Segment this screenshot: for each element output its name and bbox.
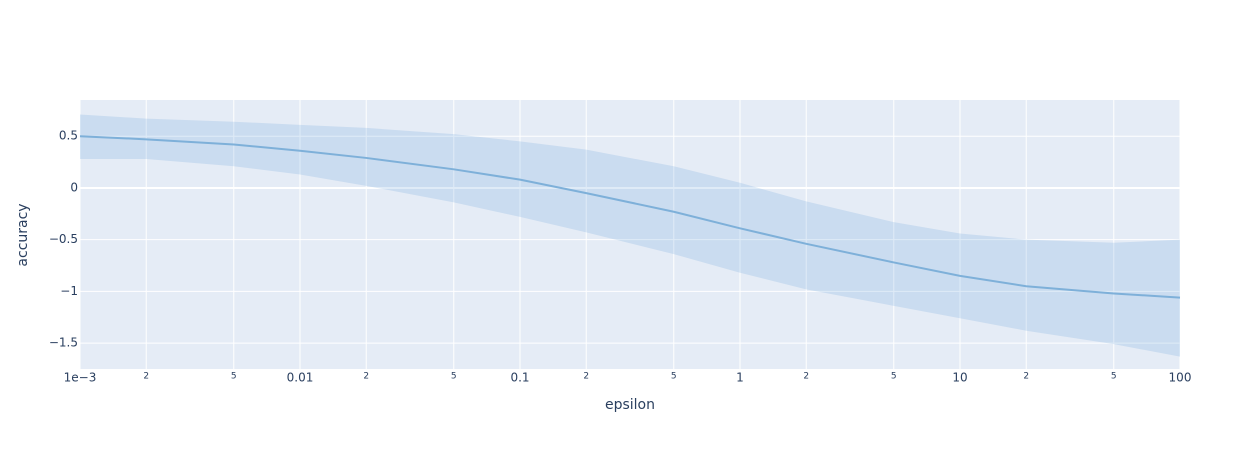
- x-tick-label: 2: [143, 372, 149, 382]
- x-tick-label: 2: [803, 372, 809, 382]
- x-tick-label: 2: [1023, 372, 1029, 382]
- x-tick-label: 5: [231, 372, 237, 382]
- x-tick-label: 5: [671, 372, 677, 382]
- x-tick-label: 1: [736, 371, 744, 385]
- mean-line: [79, 135, 1181, 299]
- confidence-band: [80, 114, 1180, 357]
- x-tick-label: 2: [583, 372, 589, 382]
- plot-background: [80, 100, 1180, 369]
- y-tick-label: −1: [60, 284, 78, 298]
- x-tick-label: 0.01: [287, 371, 314, 385]
- y-axis-label: accuracy: [15, 203, 31, 266]
- x-tick-label: 100: [1169, 371, 1192, 385]
- x-tick-label: 1e−3: [64, 371, 97, 385]
- x-tick-label: 0.1: [510, 371, 529, 385]
- x-tick-label: 5: [1111, 372, 1117, 382]
- x-axis-label: epsilon: [605, 397, 655, 413]
- y-tick-label: −1.5: [49, 336, 78, 350]
- x-tick-label: 5: [891, 372, 897, 382]
- y-tick-label: 0: [70, 180, 78, 194]
- x-tick-label: 10: [952, 371, 967, 385]
- y-tick-label: 0.5: [59, 129, 78, 143]
- y-tick-label: −0.5: [49, 232, 78, 246]
- x-tick-label: 5: [451, 372, 457, 382]
- x-tick-label: 2: [363, 372, 369, 382]
